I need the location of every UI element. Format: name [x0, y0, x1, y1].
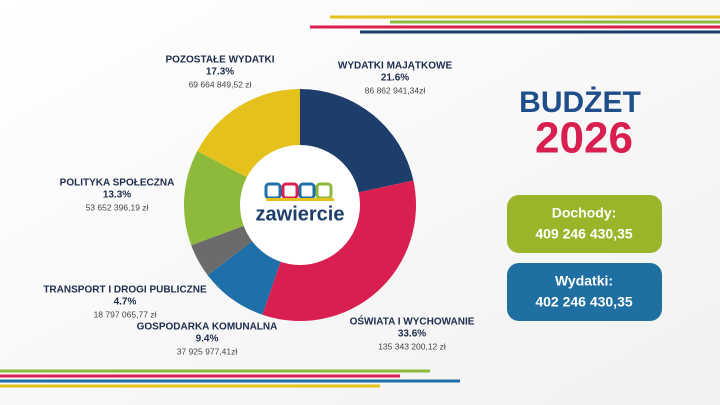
amount-label: 18 797 065,77 zł	[94, 309, 157, 319]
stripes-bottom	[0, 369, 460, 388]
donut-hole	[240, 145, 360, 265]
budget-boxes: Dochody: 409 246 430,35 Wydatki: 402 246 43…	[507, 195, 662, 321]
amount-label: 86 862 941,34zł	[365, 85, 426, 95]
amount-label: 53 652 396,19 zł	[86, 202, 149, 212]
category-label: POZOSTAŁE WYDATKI	[165, 55, 274, 66]
value-label: 21.6%	[381, 73, 409, 84]
logo-base	[266, 198, 334, 201]
value-label: 13.3%	[103, 190, 131, 201]
category-label: TRANSPORT I DROGI PUBLICZNE	[43, 285, 207, 296]
value-label: 9.4%	[196, 334, 219, 345]
budget-box-label: Wydatki:	[555, 273, 613, 289]
heading-line1: BUDŻET	[519, 86, 641, 119]
category-label: WYDATKI MAJĄTKOWE	[338, 61, 453, 72]
budget-box	[507, 195, 662, 253]
stripes-top	[310, 15, 720, 34]
value-label: 4.7%	[114, 297, 137, 308]
amount-label: 37 925 977,41zł	[177, 346, 238, 356]
amount-label: 135 343 200,12 zł	[378, 341, 446, 351]
budget-box-amount: 402 246 430,35	[535, 294, 633, 310]
logo-text: zawiercie	[256, 203, 345, 225]
category-label: POLITYKA SPOŁECZNA	[60, 178, 175, 189]
heading-line2: 2026	[535, 114, 633, 163]
budget-box	[507, 263, 662, 321]
budget-box-amount: 409 246 430,35	[535, 226, 633, 242]
value-label: 17.3%	[206, 67, 234, 78]
logo	[264, 182, 334, 201]
category-label: OŚWIATA I WYCHOWANIE	[350, 315, 475, 328]
amount-label: 69 664 849,52 zł	[189, 79, 252, 89]
category-label: GOSPODARKA KOMUNALNA	[137, 322, 278, 333]
value-label: 33.6%	[398, 329, 426, 340]
budget-box-label: Dochody:	[552, 205, 617, 221]
